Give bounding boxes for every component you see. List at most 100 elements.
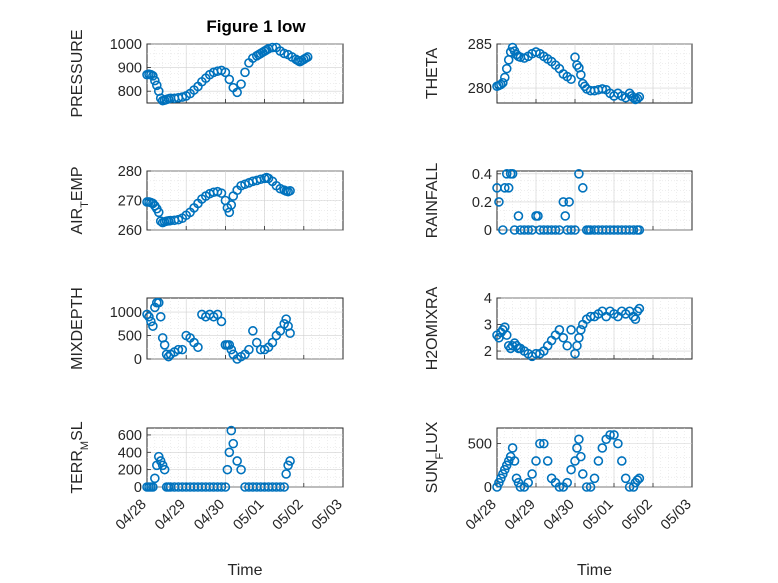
data-point [628,225,639,235]
y-tick-label: 1000 [110,305,142,321]
subplot-3: 260 270 280 AIRTEMP [69,164,344,239]
data-point [507,169,518,179]
y-tick-label: 280 [468,81,492,97]
x-tick-label: 05/03 [309,497,346,534]
data-point [593,456,604,466]
data-point [558,197,569,207]
data-point [498,225,508,235]
data-point [153,297,164,308]
data-point [177,344,188,355]
data-point [216,482,227,492]
y-tick-label: 3 [484,318,492,334]
data-point [159,464,170,475]
y-tick-label: 500 [118,329,142,345]
x-tick-label: 05/03 [658,497,695,534]
data-point [531,456,541,466]
data-point [281,469,291,479]
subplot-4: 0 0.2 0.4 RAINFALL [424,163,693,239]
x-tick-label: 04/30 [541,497,578,534]
data-point [193,342,203,353]
x-tick-label: 05/01 [580,497,617,534]
data-point [236,464,246,475]
data-point [515,482,526,492]
data-point [505,47,516,57]
data-point [216,188,227,198]
data-point [302,52,313,62]
data-point [173,344,184,355]
x-tick-label: 04/30 [191,497,228,534]
data-point [177,92,188,102]
data-point [220,482,231,492]
data-point [577,469,588,479]
x-tick-label: 04/29 [502,497,539,534]
data-point [148,482,158,492]
y-tick-label: 285 [468,37,492,53]
y-tick-label: 200 [118,463,142,479]
data-point [251,337,262,348]
subplot-1: 800 900 1000 PRESSURE [69,29,344,118]
data-point [226,344,237,355]
data-point [148,321,158,331]
data-point [159,340,170,350]
x-axis-label: Time [228,562,263,579]
data-point [228,438,239,449]
x-tick-label: 05/01 [230,497,267,534]
x-tick-label: 05/02 [619,497,656,534]
y-tick-label: 0 [484,223,492,239]
data-point [148,71,158,81]
data-point [628,92,639,103]
data-point [232,456,242,466]
y-tick-label: 260 [118,223,142,239]
data-point [574,434,584,445]
data-point [632,306,643,317]
subplot-6: 2 3 4 H2OMIXRA [424,286,693,370]
data-point [501,330,512,340]
data-point [150,75,160,86]
data-point [554,325,565,335]
data-point [275,326,286,336]
data-point [152,80,162,91]
y-tick-label: 800 [118,84,142,100]
data-point [163,351,174,362]
data-point [523,477,534,488]
data-point [212,309,223,320]
subplot-2: 280 285 THETA [424,37,693,105]
data-point [220,67,231,78]
data-point [501,169,512,179]
y-tick-label: 900 [118,61,142,77]
data-point [248,326,258,336]
data-point [605,430,615,440]
y-tick-label: 270 [118,194,142,210]
data-point [267,337,278,348]
data-point [509,456,520,466]
data-point [509,225,520,235]
data-point [224,447,235,458]
data-point [279,482,290,492]
y-tick-label: 0.2 [472,195,492,211]
data-point [597,84,608,94]
data-point [572,60,582,70]
data-point [566,225,576,235]
y-axis-label: MIXDEPTH [69,287,86,370]
y-axis-label: PRESSURE [69,29,86,117]
data-point [558,332,569,343]
data-point [498,77,508,88]
data-point [513,211,524,221]
data-point [142,309,152,320]
data-point [507,443,518,453]
y-axis-label: SUNFLUX [424,421,446,493]
data-point [562,340,573,351]
y-tick-label: 0 [134,352,142,368]
x-axis-label: Time [577,562,612,579]
data-point [585,482,596,492]
y-axis-label: TERRMSL [69,421,91,493]
data-point [232,87,242,98]
y-tick-label: 4 [484,291,492,307]
data-point [527,469,537,479]
data-point [634,473,645,484]
data-point [572,443,582,453]
data-point [564,197,574,207]
y-axis-label: H2OMIXRA [424,286,441,370]
data-point [562,477,573,488]
data-point [216,316,227,327]
